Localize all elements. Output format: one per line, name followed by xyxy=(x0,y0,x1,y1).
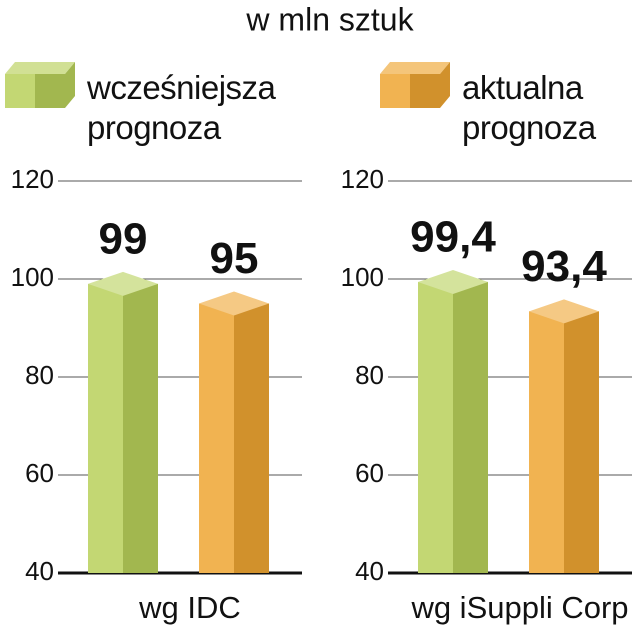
legend-icon-top xyxy=(380,62,450,74)
bar-top xyxy=(199,291,269,316)
y-tick-label: 100 xyxy=(341,262,384,292)
bar-side xyxy=(453,281,488,573)
bar-top xyxy=(529,299,599,324)
y-tick-label: 80 xyxy=(25,360,54,390)
y-tick-label: 60 xyxy=(25,458,54,488)
bar-side xyxy=(234,303,269,573)
bar-top xyxy=(88,271,158,296)
bar-top xyxy=(418,269,488,294)
y-tick-label: 80 xyxy=(355,360,384,390)
x-tick-label: wg IDC xyxy=(138,590,241,625)
bar-front xyxy=(529,311,564,573)
y-tick-label: 60 xyxy=(355,458,384,488)
x-tick-label: wg iSuppli Corp xyxy=(410,590,628,625)
legend-icon xyxy=(5,62,75,108)
legend-icon xyxy=(380,62,450,108)
legend-icon-top xyxy=(5,62,75,74)
bar xyxy=(418,269,488,573)
chart-title: w mln sztuk xyxy=(245,1,414,37)
bar-front xyxy=(88,283,123,573)
legend-icon-side xyxy=(410,62,450,108)
bar xyxy=(199,291,269,573)
legend-label: aktualna prognoza xyxy=(462,69,596,146)
y-tick-label: 40 xyxy=(355,556,384,586)
y-tick-label: 40 xyxy=(25,556,54,586)
bar xyxy=(529,299,599,573)
value-label: 93,4 xyxy=(521,242,607,291)
bar-side xyxy=(123,283,158,573)
legend-icon-front xyxy=(5,74,35,108)
bar-front xyxy=(199,303,234,573)
y-tick-label: 100 xyxy=(11,262,54,292)
y-tick-label: 120 xyxy=(341,164,384,194)
legend-icon-front xyxy=(380,74,410,108)
legend-icon-side xyxy=(35,62,75,108)
value-label: 99,4 xyxy=(410,213,496,262)
value-label: 95 xyxy=(210,234,259,283)
bar xyxy=(88,271,158,573)
bar-front xyxy=(418,281,453,573)
legend-label: wcześniejsza prognoza xyxy=(87,69,276,146)
value-label: 99 xyxy=(99,215,148,264)
y-tick-label: 120 xyxy=(11,164,54,194)
bar-side xyxy=(564,311,599,573)
